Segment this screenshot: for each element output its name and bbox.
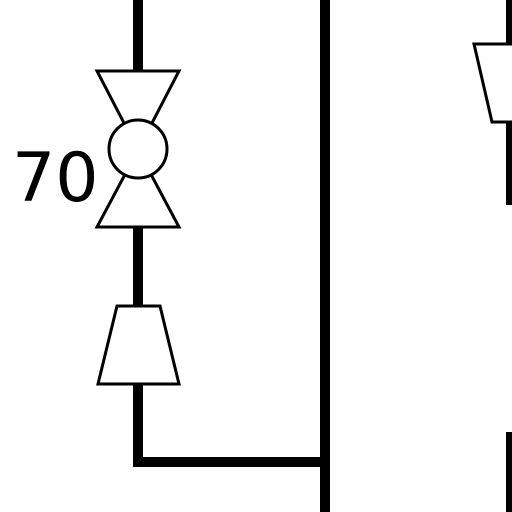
pipe-reducer-right-partial: [472, 42, 512, 124]
valve-actuator-circle: [107, 118, 169, 180]
pipe-reducer-left: [96, 304, 181, 386]
pipe-network: [133, 0, 512, 512]
left-pipe-bottom-elbow: [133, 384, 325, 467]
control-valve: [94, 69, 182, 229]
valve-lower-triangle: [94, 146, 182, 229]
valve-upper-triangle: [94, 69, 182, 154]
valve-tag-label: 70: [12, 139, 99, 218]
